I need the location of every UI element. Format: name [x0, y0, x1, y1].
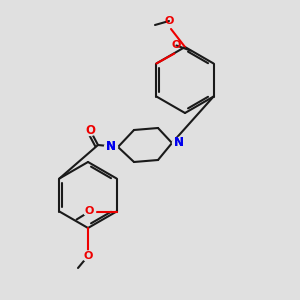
Text: N: N: [174, 136, 184, 149]
Text: N: N: [174, 136, 184, 149]
Text: O: O: [85, 206, 94, 217]
Text: O: O: [83, 251, 93, 261]
Text: O: O: [164, 16, 174, 26]
Ellipse shape: [82, 251, 94, 261]
Ellipse shape: [84, 206, 96, 217]
Ellipse shape: [172, 137, 185, 148]
Ellipse shape: [83, 124, 97, 136]
Text: O: O: [85, 124, 95, 136]
Text: O: O: [172, 40, 181, 50]
Text: N: N: [106, 140, 116, 154]
Text: N: N: [106, 140, 116, 154]
Ellipse shape: [104, 142, 118, 152]
